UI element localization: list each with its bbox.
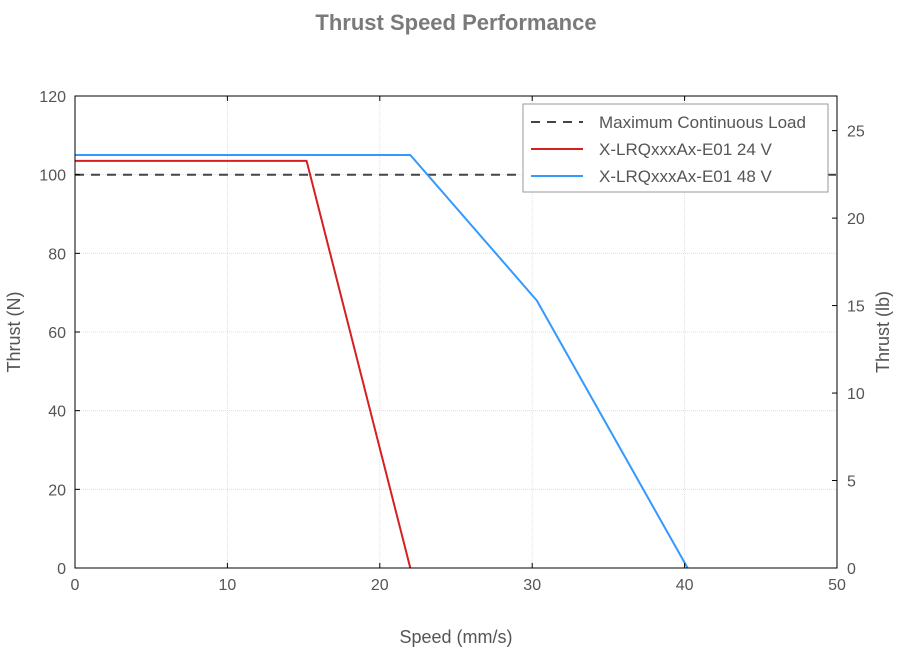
y2-tick-label: 5	[847, 474, 856, 491]
y-tick-label: 100	[39, 168, 66, 185]
x-tick-label: 30	[523, 577, 541, 594]
y-tick-label: 40	[48, 404, 66, 421]
x-tick-label: 50	[828, 577, 846, 594]
series-line-3	[75, 154, 689, 569]
y-tick-label: 60	[48, 325, 66, 342]
chart-title: Thrust Speed Performance	[315, 10, 596, 35]
y2-tick-label: 25	[847, 124, 865, 141]
x-tick-label: 0	[71, 577, 80, 594]
y-tick-label: 80	[48, 246, 66, 263]
series-line-2	[75, 159, 412, 569]
y2-tick-label: 20	[847, 211, 865, 228]
y-tick-label: 20	[48, 482, 66, 499]
x-axis-label: Speed (mm/s)	[399, 627, 512, 647]
legend: Maximum Continuous Load X-LRQxxxAx-E01 24…	[522, 103, 829, 193]
x-tick-label: 20	[371, 577, 389, 594]
series-layer	[75, 154, 837, 569]
legend-label: X-LRQxxxAx-E01 48 V	[599, 167, 773, 186]
legend-label: X-LRQxxxAx-E01 24 V	[599, 140, 773, 159]
x-tick-label: 40	[676, 577, 694, 594]
y2-tick-label: 15	[847, 299, 865, 316]
y-tick-label: 120	[39, 89, 66, 106]
y-axis-label: Thrust (N)	[4, 292, 24, 373]
y-tick-label: 0	[57, 561, 66, 578]
x-tick-label: 10	[219, 577, 237, 594]
y2-axis-label: Thrust (lb)	[873, 291, 893, 373]
y2-tick-label: 0	[847, 561, 856, 578]
y2-tick-label: 10	[847, 386, 865, 403]
legend-label: Maximum Continuous Load	[599, 113, 806, 132]
